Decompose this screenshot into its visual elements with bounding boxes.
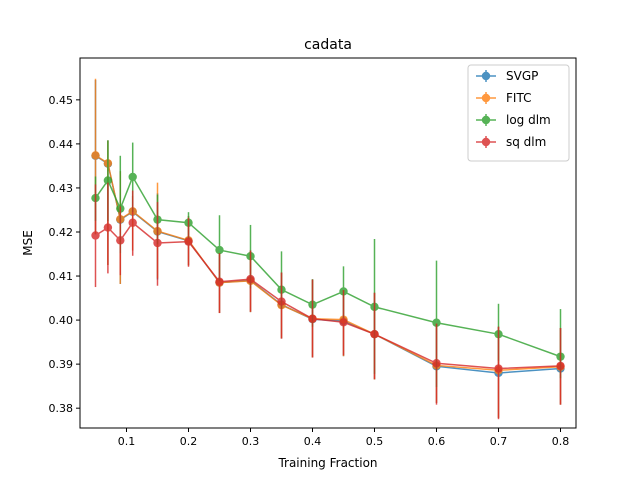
legend-label: log dlm [506, 113, 551, 127]
legend-marker [476, 114, 496, 126]
data-point [128, 218, 137, 227]
data-point [556, 361, 565, 371]
data-point [494, 364, 503, 373]
x-tick-label: 0.4 [304, 435, 322, 448]
legend-label: SVGP [506, 69, 538, 83]
data-point [246, 274, 255, 284]
legend: SVGP FITC log dlm sq dlm [467, 64, 570, 162]
y-tick-label: 0.44 [49, 138, 74, 151]
x-tick-label: 0.6 [428, 435, 446, 448]
data-point [215, 277, 224, 286]
legend-label: FITC [506, 91, 531, 105]
x-tick-label: 0.7 [490, 435, 508, 448]
y-tick-label: 0.42 [49, 226, 74, 239]
y-tick-label: 0.40 [49, 314, 74, 327]
data-point [128, 172, 137, 182]
y-tick-label: 0.45 [49, 94, 74, 107]
legend-marker [476, 70, 496, 82]
legend-item: sq dlm [476, 135, 546, 149]
data-point [370, 329, 379, 339]
data-point [91, 151, 100, 160]
y-tick-label: 0.38 [49, 402, 74, 415]
legend-item: SVGP [476, 69, 538, 83]
data-point [277, 297, 286, 306]
data-point [308, 314, 317, 323]
plot-area [91, 78, 565, 420]
y-axis-label: MSE [21, 230, 35, 256]
legend-label: sq dlm [506, 135, 546, 149]
x-tick-label: 0.1 [118, 435, 136, 448]
data-point [91, 231, 100, 240]
data-point [432, 359, 441, 368]
data-point [116, 236, 125, 245]
legend-marker [476, 136, 496, 148]
series-sq-dlm [91, 182, 565, 420]
y-tick-label: 0.41 [49, 270, 74, 283]
y-tick-label: 0.39 [49, 358, 74, 371]
data-point [432, 318, 441, 327]
legend-item: FITC [476, 91, 531, 105]
data-point [103, 223, 113, 232]
data-point [184, 237, 193, 246]
x-tick-label: 0.3 [242, 435, 260, 448]
x-tick-label: 0.5 [366, 435, 384, 448]
x-axis-label: Training Fraction [277, 456, 377, 470]
data-point [103, 176, 113, 185]
legend-marker [476, 92, 496, 104]
x-tick-label: 0.2 [180, 435, 198, 448]
axes-frame [79, 57, 577, 429]
chart-title: cadata [304, 37, 352, 53]
y-tick-label: 0.43 [49, 182, 74, 195]
x-tick-label: 0.8 [552, 435, 570, 448]
data-point [153, 238, 162, 248]
legend-item: log dlm [476, 113, 551, 127]
axes-ticks: 0.1 0.2 0.3 0.4 0.5 0.6 0.7 0.8 0.38 0.39 0.40 0.41… [49, 94, 570, 448]
legend-box [467, 64, 570, 162]
data-point [339, 318, 348, 327]
data-point [215, 245, 224, 255]
